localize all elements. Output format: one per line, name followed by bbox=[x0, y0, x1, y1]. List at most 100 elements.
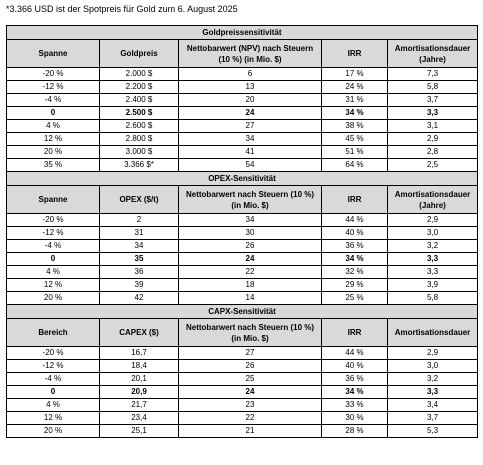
table-cell: 3,2 bbox=[387, 239, 478, 253]
table-row: -12 % 31 30 40 % 3,0 bbox=[6, 226, 478, 240]
table-cell: 5,8 bbox=[387, 80, 478, 94]
table-cell: 4 % bbox=[6, 398, 100, 412]
table-cell: 34 % bbox=[321, 106, 388, 120]
footnote: *3.366 USD ist der Spotpreis für Gold zu… bbox=[6, 4, 238, 14]
table-cell: 45 % bbox=[321, 132, 388, 146]
table-cell: 36 % bbox=[321, 372, 388, 386]
table-row: 20 % 25,1 21 28 % 5,3 bbox=[6, 424, 478, 438]
table-cell: 2 bbox=[99, 213, 179, 227]
table-cell: 30 bbox=[178, 226, 322, 240]
table-cell: 4 % bbox=[6, 119, 100, 133]
table-cell: 17 % bbox=[321, 67, 388, 81]
table-cell: 12 % bbox=[6, 411, 100, 425]
table-cell: 31 bbox=[99, 226, 179, 240]
table-cell: 3,0 bbox=[387, 359, 478, 373]
table-cell: 18 bbox=[178, 278, 322, 292]
table-cell: 29 % bbox=[321, 278, 388, 292]
table-cell: 40 % bbox=[321, 226, 388, 240]
table-cell: 21 bbox=[178, 424, 322, 438]
table-cell: 35 % bbox=[6, 158, 100, 172]
column-header: IRR bbox=[321, 185, 388, 214]
table-cell: 2.600 $ bbox=[99, 119, 179, 133]
table-cell: 24 bbox=[178, 106, 322, 120]
table-cell: 4 % bbox=[6, 265, 100, 279]
table-cell: 54 bbox=[178, 158, 322, 172]
table-cell: 6 bbox=[178, 67, 322, 81]
table-cell: 30 % bbox=[321, 411, 388, 425]
table-row: 0 2.500 $24 34 % 3,3 bbox=[6, 106, 478, 120]
column-header: Amortisationsdauer (Jahre) bbox=[387, 39, 478, 68]
table-cell: 33 % bbox=[321, 398, 388, 412]
table-cell: 41 bbox=[178, 145, 322, 159]
table-cell: 2.800 $ bbox=[99, 132, 179, 146]
table-cell: 14 bbox=[178, 291, 322, 305]
table-cell: 13 bbox=[178, 80, 322, 94]
table-cell: 3,4 bbox=[387, 398, 478, 412]
table-cell: -20 % bbox=[6, 67, 100, 81]
table-cell: 24 bbox=[178, 385, 322, 399]
table-cell: 42 bbox=[99, 291, 179, 305]
table-row: -20 % 16,7 27 44 % 2,9 bbox=[6, 346, 478, 360]
column-header: CAPEX ($) bbox=[99, 318, 179, 347]
table-row: -20 % 2 34 44 % 2,9 bbox=[6, 213, 478, 227]
column-header: Bereich bbox=[6, 318, 100, 347]
table-cell: 12 % bbox=[6, 278, 100, 292]
table-cell: 27 bbox=[178, 346, 322, 360]
table-cell: 20 % bbox=[6, 145, 100, 159]
table-cell: -12 % bbox=[6, 359, 100, 373]
table-cell: 21,7 bbox=[99, 398, 179, 412]
column-header: Amortisationsdauer bbox=[387, 318, 478, 347]
table-row: -4 % 34 26 36 % 3,2 bbox=[6, 239, 478, 253]
table-cell: 40 % bbox=[321, 359, 388, 373]
table-cell: 2,8 bbox=[387, 145, 478, 159]
table-cell: 3,0 bbox=[387, 226, 478, 240]
table-cell: 35 bbox=[99, 252, 179, 266]
table-cell: 18,4 bbox=[99, 359, 179, 373]
table-cell: 3.000 $ bbox=[99, 145, 179, 159]
table-cell: 2.200 $ bbox=[99, 80, 179, 94]
section-title: Goldpreissensitivität bbox=[6, 25, 478, 40]
table-cell: 2,9 bbox=[387, 346, 478, 360]
table-cell: 51 % bbox=[321, 145, 388, 159]
table-cell: 20,9 bbox=[99, 385, 179, 399]
column-header: Spanne bbox=[6, 39, 100, 68]
table-cell: 44 % bbox=[321, 213, 388, 227]
table-cell: 22 bbox=[178, 411, 322, 425]
table-cell: 28 % bbox=[321, 424, 388, 438]
table-cell: 3,9 bbox=[387, 278, 478, 292]
column-header: Goldpreis bbox=[99, 39, 179, 68]
table-cell: 23 bbox=[178, 398, 322, 412]
table-cell: 23,4 bbox=[99, 411, 179, 425]
table-cell: 34 bbox=[178, 213, 322, 227]
table-cell: 38 % bbox=[321, 119, 388, 133]
table-cell: 32 % bbox=[321, 265, 388, 279]
table-cell: -12 % bbox=[6, 80, 100, 94]
table-cell: 3.366 $* bbox=[99, 158, 179, 172]
table-cell: 3,1 bbox=[387, 119, 478, 133]
column-header-row: Bereich CAPEX ($) Nettobarwert nach Steuer… bbox=[6, 318, 478, 347]
table-cell: 25 % bbox=[321, 291, 388, 305]
table-cell: 5,3 bbox=[387, 424, 478, 438]
table-row: 20 % 3.000 $41 51 % 2,8 bbox=[6, 145, 478, 159]
table-cell: 64 % bbox=[321, 158, 388, 172]
table-row: 4 % 21,7 23 33 % 3,4 bbox=[6, 398, 478, 412]
column-header-row: Spanne Goldpreis Nettobarwert (NPV) nach S… bbox=[6, 39, 478, 68]
table-cell: -4 % bbox=[6, 372, 100, 386]
table-cell: 34 % bbox=[321, 385, 388, 399]
table-row: 4 % 2.600 $27 38 % 3,1 bbox=[6, 119, 478, 133]
table-cell: -20 % bbox=[6, 346, 100, 360]
table-cell: 39 bbox=[99, 278, 179, 292]
column-header: Nettobarwert nach Steuern (10 %) (in Mio… bbox=[178, 185, 322, 214]
table-cell: 20 bbox=[178, 93, 322, 107]
table-cell: 27 bbox=[178, 119, 322, 133]
section-title: OPEX-Sensitivität bbox=[6, 171, 478, 186]
table-cell: 2,9 bbox=[387, 132, 478, 146]
table-cell: 2,5 bbox=[387, 158, 478, 172]
table-cell: 0 bbox=[6, 252, 100, 266]
table-row: -12 % 2.200 $13 24 % 5,8 bbox=[6, 80, 478, 94]
table-cell: 26 bbox=[178, 359, 322, 373]
table-cell: 34 % bbox=[321, 252, 388, 266]
table-cell: 3,7 bbox=[387, 411, 478, 425]
table-cell: 2.400 $ bbox=[99, 93, 179, 107]
table-cell: 34 bbox=[178, 132, 322, 146]
